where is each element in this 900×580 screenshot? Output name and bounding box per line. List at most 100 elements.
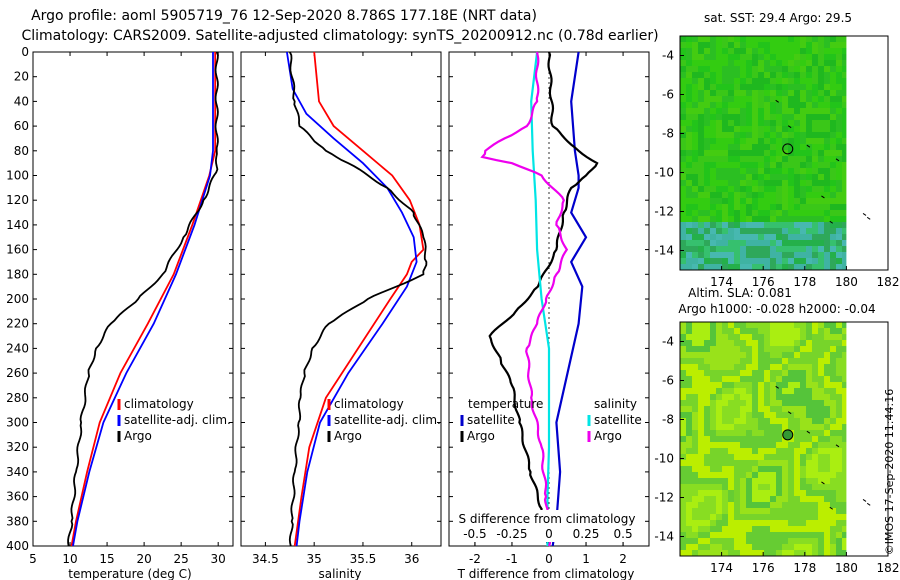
heatmap-cell	[788, 364, 794, 370]
heatmap-cell	[812, 460, 818, 466]
heatmap-cell	[710, 334, 716, 340]
heatmap-cell	[800, 328, 806, 334]
series-line-argo	[288, 51, 428, 547]
heatmap-cell	[758, 36, 764, 42]
heatmap-cell	[728, 508, 734, 514]
heatmap-cell	[824, 78, 830, 84]
heatmap-cell	[728, 180, 734, 186]
heatmap-cell	[680, 448, 686, 454]
heatmap-cell	[770, 394, 776, 400]
heatmap-cell	[728, 352, 734, 358]
heatmap-cell	[710, 406, 716, 412]
heatmap-cell	[716, 514, 722, 520]
heatmap-cell	[692, 346, 698, 352]
heatmap-cell	[824, 240, 830, 246]
heatmap-cell	[770, 346, 776, 352]
heatmap-cell	[770, 210, 776, 216]
heatmap-cell	[710, 484, 716, 490]
heatmap-cell	[806, 442, 812, 448]
heatmap-cell	[770, 240, 776, 246]
heatmap-cell	[704, 520, 710, 526]
heatmap-cell	[698, 442, 704, 448]
temperature-axes-box	[32, 51, 234, 547]
map-x-tick-label: 176	[752, 275, 775, 289]
heatmap-cell	[722, 394, 728, 400]
heatmap-cell	[830, 340, 836, 346]
heatmap-cell	[710, 108, 716, 114]
heatmap-cell	[806, 264, 812, 270]
heatmap-cell	[824, 132, 830, 138]
heatmap-cell	[746, 84, 752, 90]
heatmap-cell	[812, 340, 818, 346]
heatmap-cell	[782, 526, 788, 532]
series-line-temperature-satellite	[551, 51, 588, 547]
heatmap-cell	[800, 150, 806, 156]
heatmap-cell	[710, 192, 716, 198]
heatmap-cell	[824, 544, 830, 550]
heatmap-cell	[758, 430, 764, 436]
heatmap-cell	[686, 42, 692, 48]
heatmap-cell	[680, 168, 686, 174]
heatmap-cell	[836, 252, 842, 258]
heatmap-cell	[698, 216, 704, 222]
heatmap-cell	[710, 264, 716, 270]
heatmap-cell	[704, 334, 710, 340]
heatmap-cell	[770, 120, 776, 126]
heatmap-cell	[824, 174, 830, 180]
heatmap-cell	[776, 466, 782, 472]
heatmap-cell	[812, 520, 818, 526]
heatmap-cell	[806, 472, 812, 478]
heatmap-cell	[812, 484, 818, 490]
sst-map-panel: sat. SST: 29.4 Argo: 29.5 174 176 178 180 18…	[654, 11, 899, 289]
heatmap-cell	[842, 448, 847, 454]
heatmap-cell	[836, 382, 842, 388]
heatmap-cell	[758, 322, 764, 328]
heatmap-cell	[728, 108, 734, 114]
heatmap-cell	[818, 436, 824, 442]
heatmap-cell	[842, 460, 847, 466]
map-x-tick-label: 174	[710, 561, 733, 575]
heatmap-cell	[788, 192, 794, 198]
heatmap-cell	[734, 544, 740, 550]
heatmap-cell	[728, 156, 734, 162]
heatmap-cell	[752, 520, 758, 526]
heatmap-cell	[716, 538, 722, 544]
heatmap-cell	[818, 550, 824, 556]
heatmap-cell	[704, 454, 710, 460]
heatmap-cell	[812, 364, 818, 370]
heatmap-cell	[722, 496, 728, 502]
heatmap-cell	[680, 102, 686, 108]
heatmap-cell	[830, 364, 836, 370]
heatmap-cell	[842, 198, 847, 204]
heatmap-cell	[734, 442, 740, 448]
heatmap-cell	[710, 168, 716, 174]
heatmap-cell	[686, 328, 692, 334]
heatmap-cell	[782, 508, 788, 514]
heatmap-cell	[812, 126, 818, 132]
heatmap-cell	[704, 322, 710, 328]
heatmap-cell	[716, 252, 722, 258]
heatmap-cell	[806, 322, 812, 328]
heatmap-cell	[830, 346, 836, 352]
heatmap-cell	[794, 532, 800, 538]
heatmap-cell	[710, 66, 716, 72]
heatmap-cell	[740, 246, 746, 252]
heatmap-cell	[782, 222, 788, 228]
heatmap-cell	[776, 180, 782, 186]
heatmap-cell	[686, 346, 692, 352]
heatmap-cell	[680, 406, 686, 412]
heatmap-cell	[764, 424, 770, 430]
heatmap-cell	[806, 60, 812, 66]
heatmap-cell	[752, 526, 758, 532]
heatmap-cell	[770, 138, 776, 144]
heatmap-cell	[710, 252, 716, 258]
heatmap-cell	[722, 436, 728, 442]
heatmap-cell	[758, 72, 764, 78]
heatmap-cell	[692, 42, 698, 48]
heatmap-cell	[704, 472, 710, 478]
heatmap-cell	[818, 126, 824, 132]
heatmap-cell	[752, 412, 758, 418]
heatmap-cell	[842, 114, 847, 120]
heatmap-cell	[788, 258, 794, 264]
heatmap-cell	[842, 550, 847, 556]
